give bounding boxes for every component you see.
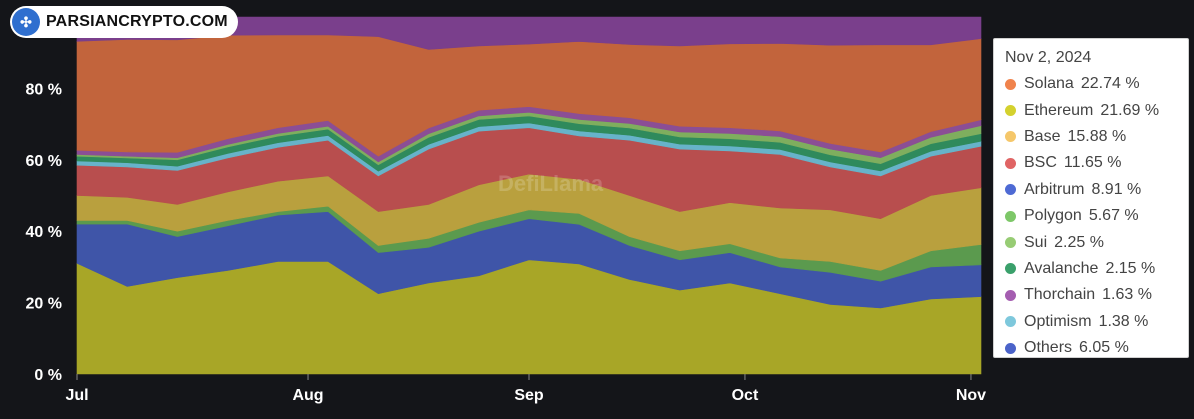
- legend-name: Solana: [1024, 75, 1074, 93]
- area-layer: [76, 16, 982, 375]
- legend-value: 2.25 %: [1054, 233, 1104, 251]
- y-tick-label: 20 %: [26, 296, 62, 313]
- legend-value: 1.63 %: [1102, 286, 1152, 304]
- y-tick-label: 60 %: [26, 153, 62, 170]
- legend-item-polygon: Polygon 5.67 %: [1005, 203, 1188, 229]
- legend-dot-icon: [1005, 105, 1016, 117]
- legend-items: Solana 22.74 % Ethereum 21.69 % Base 15.88 % B…: [1005, 71, 1188, 361]
- y-axis: 0 %20 %40 %60 %80 %100 %: [17, 10, 62, 384]
- legend-value: 21.69 %: [1100, 101, 1160, 119]
- y-tick-label: 40 %: [26, 224, 62, 241]
- legend-dot-icon: [1005, 342, 1016, 354]
- brand-name: PARSIANCRYPTO.COM: [46, 13, 228, 30]
- legend-value: 1.38 %: [1098, 312, 1149, 330]
- legend-item-ethereum: Ethereum 21.69 %: [1005, 97, 1188, 123]
- legend-item-arbitrum: Arbitrum 8.91 %: [1005, 177, 1188, 203]
- x-tick-label: Jul: [65, 387, 88, 404]
- legend-value: 5.67 %: [1088, 207, 1139, 225]
- x-tick-label: Nov: [956, 387, 986, 404]
- x-tick-label: Aug: [292, 387, 323, 404]
- legend-value: 11.65 %: [1063, 154, 1122, 172]
- legend-item-others: Others 6.05 %: [1005, 335, 1188, 361]
- legend-value: 2.15 %: [1105, 259, 1156, 277]
- chart-tooltip-legend: Nov 2, 2024 Solana 22.74 % Ethereum 21.69 %…: [993, 38, 1189, 358]
- legend-name: Arbitrum: [1024, 180, 1085, 198]
- legend-item-base: Base 15.88 %: [1005, 124, 1188, 150]
- legend-name: Ethereum: [1024, 101, 1094, 119]
- legend-name: Thorchain: [1024, 286, 1096, 304]
- legend-name: Polygon: [1024, 207, 1082, 225]
- legend-dot-icon: [1005, 210, 1016, 222]
- legend-name: Avalanche: [1024, 259, 1099, 277]
- legend-item-avalanche: Avalanche 2.15 %: [1005, 256, 1188, 282]
- legend-item-bsc: BSC 11.65 %: [1005, 150, 1188, 176]
- brand-logo: ✣ PARSIANCRYPTO.COM: [10, 6, 238, 38]
- legend-item-thorchain: Thorchain 1.63 %: [1005, 282, 1188, 308]
- y-tick-label: 0 %: [34, 367, 62, 384]
- legend-value: 6.05 %: [1079, 339, 1129, 357]
- x-tick-label: Oct: [732, 387, 759, 404]
- legend-name: BSC: [1024, 154, 1057, 172]
- watermark-defillama: DefiLlama: [498, 171, 604, 196]
- legend-dot-icon: [1005, 184, 1016, 196]
- legend-dot-icon: [1005, 78, 1016, 90]
- legend-dot-icon: [1005, 237, 1016, 249]
- legend-date: Nov 2, 2024: [1005, 49, 1092, 66]
- legend-item-optimism: Optimism 1.38 %: [1005, 309, 1188, 335]
- legend-item-sui: Sui 2.25 %: [1005, 229, 1188, 255]
- legend-dot-icon: [1005, 263, 1016, 275]
- legend-name: Optimism: [1024, 312, 1092, 330]
- y-tick-label: 80 %: [26, 81, 62, 98]
- legend-name: Others: [1024, 339, 1073, 357]
- network-icon: ✣: [12, 8, 40, 36]
- legend-value: 8.91 %: [1091, 180, 1142, 198]
- legend-dot-icon: [1005, 289, 1016, 301]
- legend-dot-icon: [1005, 316, 1016, 328]
- legend-dot-icon: [1005, 157, 1016, 169]
- legend-name: Sui: [1024, 233, 1048, 251]
- legend-item-solana: Solana 22.74 %: [1005, 71, 1188, 97]
- legend-value: 22.74 %: [1080, 75, 1140, 93]
- legend-dot-icon: [1005, 131, 1016, 143]
- area-others: [76, 16, 982, 50]
- legend-name: Base: [1024, 127, 1061, 145]
- x-axis: Jul Aug Sep Oct Nov: [65, 374, 986, 404]
- legend-value: 15.88 %: [1067, 127, 1127, 145]
- x-tick-label: Sep: [514, 387, 544, 404]
